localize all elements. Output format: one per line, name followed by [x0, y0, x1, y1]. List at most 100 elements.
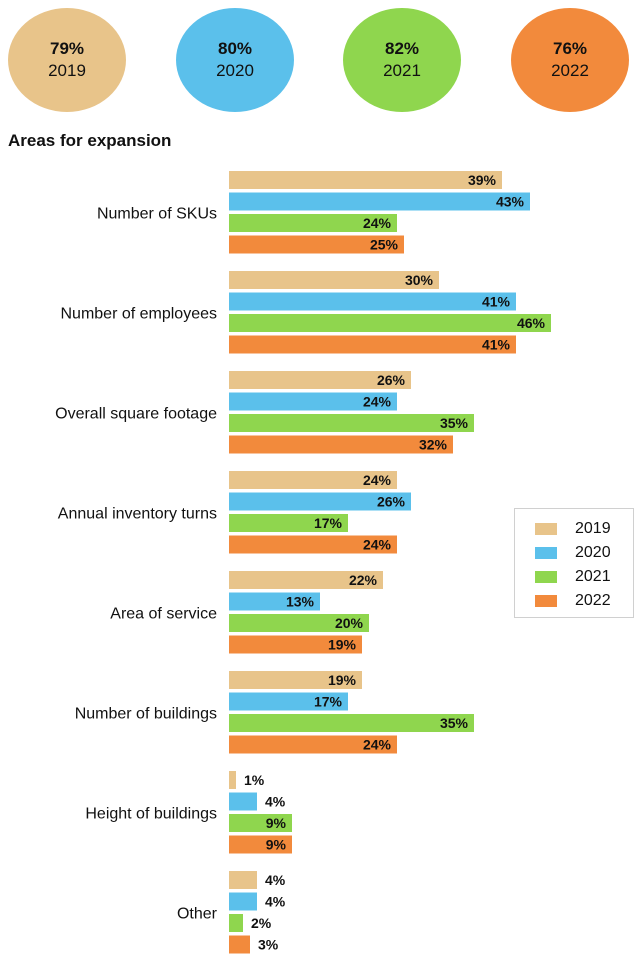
- bar: [229, 935, 250, 954]
- category-label: Overall square footage: [55, 405, 217, 422]
- data-label: 24%: [363, 737, 392, 753]
- legend-item-2020: 2020: [535, 541, 633, 565]
- bar: [229, 835, 292, 854]
- data-label: 35%: [440, 415, 469, 431]
- bar: [229, 335, 516, 354]
- legend-swatch: [535, 595, 557, 607]
- bar: [229, 535, 397, 554]
- bar: [229, 735, 397, 754]
- bar: [229, 914, 243, 932]
- legend-swatch: [535, 571, 557, 583]
- bar: [229, 192, 530, 211]
- summary-year: 2022: [551, 61, 589, 80]
- data-label: 22%: [349, 572, 378, 588]
- bar: [229, 692, 348, 711]
- legend-label: 2022: [575, 592, 611, 609]
- bar: [229, 271, 439, 289]
- data-label: 19%: [328, 637, 357, 653]
- category-label: Number of SKUs: [97, 205, 217, 222]
- category-label: Annual inventory turns: [58, 505, 217, 522]
- summary-circles: 79% 2019 80% 2020 82% 2021 76% 2022: [0, 0, 643, 125]
- category-label: Number of employees: [60, 305, 217, 322]
- data-label: 46%: [517, 315, 546, 331]
- data-label: 35%: [440, 715, 469, 731]
- bar: [229, 614, 369, 632]
- bar: [229, 414, 474, 432]
- data-label: 26%: [377, 494, 406, 510]
- bar: [229, 392, 397, 411]
- data-label: 13%: [286, 594, 315, 610]
- data-label: 25%: [370, 237, 399, 253]
- bar: [229, 471, 397, 489]
- legend-item-2021: 2021: [535, 565, 633, 589]
- bar: [229, 714, 474, 732]
- data-label: 24%: [363, 472, 392, 488]
- bar: [229, 514, 348, 532]
- data-label: 24%: [363, 537, 392, 553]
- data-label: 17%: [314, 515, 343, 531]
- legend-label: 2019: [575, 520, 611, 537]
- chart-legend: 2019 2020 2021 2022: [514, 508, 634, 618]
- bar: [229, 492, 411, 511]
- summary-circle-2020: 80% 2020: [176, 8, 294, 112]
- bar: [229, 592, 320, 611]
- bar: [229, 571, 383, 589]
- data-label: 4%: [265, 794, 286, 810]
- data-label: 17%: [314, 694, 343, 710]
- data-label: 43%: [496, 194, 525, 210]
- summary-percent: 82%: [384, 39, 420, 58]
- bar: [229, 435, 453, 454]
- legend-label: 2021: [575, 568, 611, 585]
- bar: [229, 214, 397, 232]
- bar: [229, 871, 257, 889]
- legend-swatch: [535, 523, 557, 535]
- summary-year: 2021: [383, 61, 421, 80]
- bar: [229, 771, 236, 789]
- data-label: 32%: [419, 437, 448, 453]
- bar: [229, 671, 362, 689]
- data-label: 9%: [266, 815, 287, 831]
- summary-year: 2019: [48, 61, 86, 80]
- data-label: 4%: [265, 872, 286, 888]
- bar: [229, 371, 411, 389]
- category-label: Other: [177, 905, 218, 922]
- data-label: 4%: [265, 894, 286, 910]
- data-label: 26%: [377, 372, 406, 388]
- chart-title: Areas for expansion: [8, 131, 172, 150]
- summary-percent: 76%: [552, 39, 588, 58]
- legend-item-2022: 2022: [535, 589, 633, 613]
- data-label: 30%: [405, 272, 434, 288]
- summary-circle-2021: 82% 2021: [343, 8, 461, 112]
- data-label: 41%: [482, 337, 511, 353]
- bar: [229, 171, 502, 189]
- data-label: 24%: [363, 215, 392, 231]
- data-label: 24%: [363, 394, 392, 410]
- data-label: 2%: [251, 915, 272, 931]
- legend-swatch: [535, 547, 557, 559]
- legend-label: 2020: [575, 544, 611, 561]
- summary-year: 2020: [216, 61, 254, 80]
- bar: [229, 235, 404, 254]
- legend-item-2019: 2019: [535, 517, 633, 541]
- bar: [229, 635, 362, 654]
- summary-circle-2022: 76% 2022: [511, 8, 629, 112]
- data-label: 3%: [258, 937, 279, 953]
- summary-percent: 79%: [49, 39, 85, 58]
- summary-circle-2019: 79% 2019: [8, 8, 126, 112]
- data-label: 41%: [482, 294, 511, 310]
- bar: [229, 314, 551, 332]
- data-label: 9%: [266, 837, 287, 853]
- summary-percent: 80%: [217, 39, 253, 58]
- category-label: Area of service: [110, 605, 217, 622]
- bar: [229, 792, 257, 811]
- data-label: 39%: [468, 172, 497, 188]
- data-label: 20%: [335, 615, 364, 631]
- bar: [229, 892, 257, 911]
- bar: [229, 292, 516, 311]
- data-label: 1%: [244, 772, 265, 788]
- category-label: Height of buildings: [85, 805, 217, 822]
- data-label: 19%: [328, 672, 357, 688]
- category-label: Number of buildings: [75, 705, 217, 722]
- bar: [229, 814, 292, 832]
